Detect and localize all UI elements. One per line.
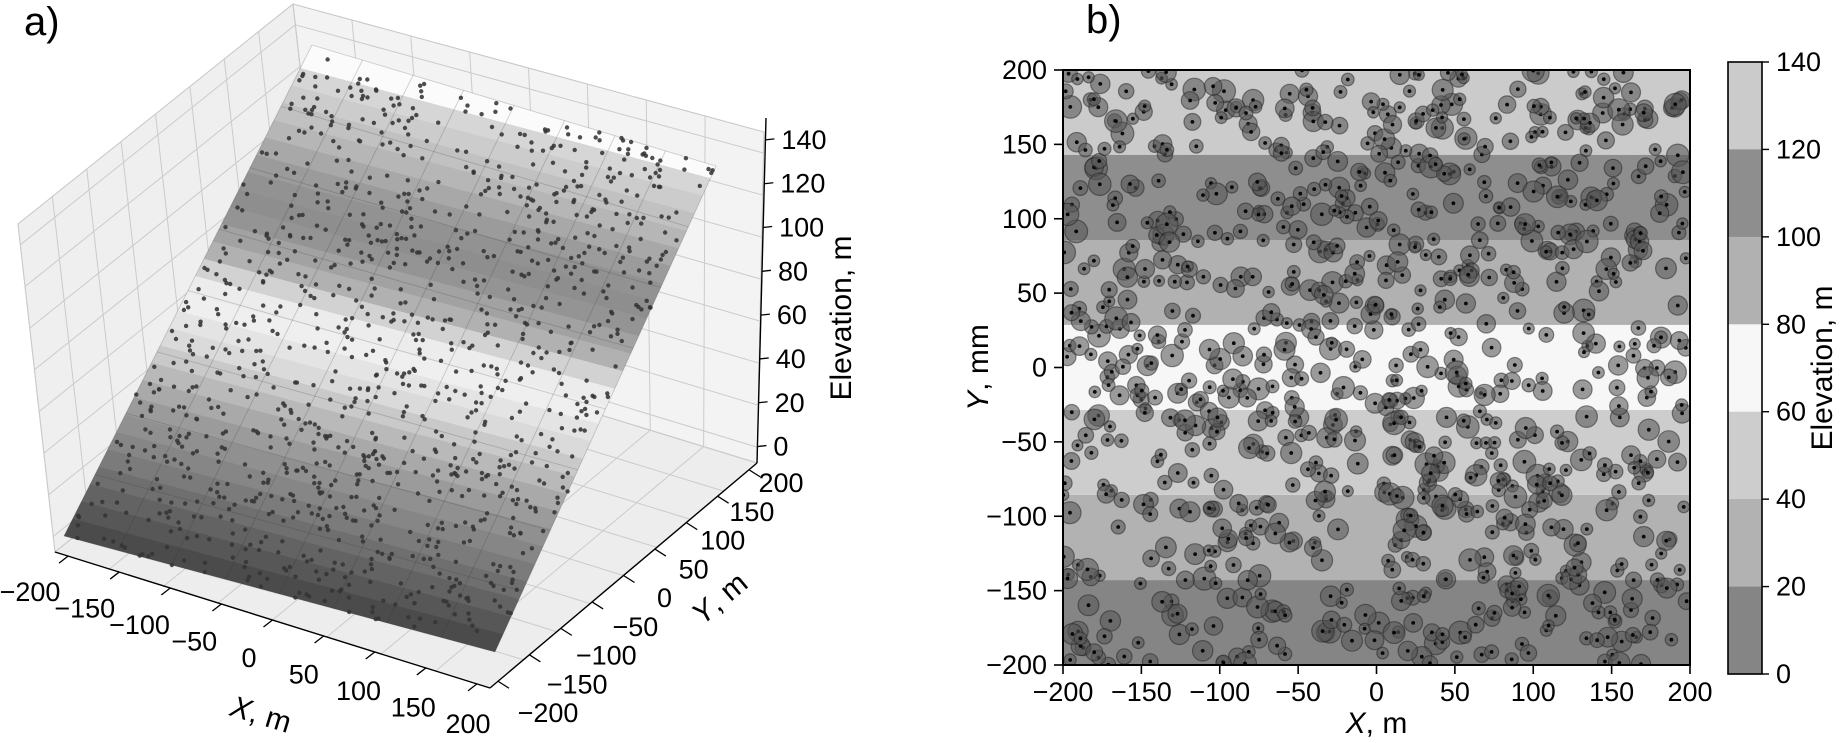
x-tick-label: 200	[1667, 677, 1712, 707]
x-tick-label: 200	[445, 709, 490, 739]
tick-labels: −200 −150 −100 −50 0 50 100 150 200 200 150 100 50 0 −…	[986, 55, 1712, 707]
x-axis-title: X, m	[1345, 707, 1408, 740]
y-tick-label: −50	[1001, 427, 1047, 457]
y-tick-label: 100	[1002, 204, 1047, 234]
y-tick-label: 150	[1002, 129, 1047, 159]
x-tick-label: 150	[1589, 677, 1634, 707]
x-tick-label: 0	[241, 643, 256, 673]
x-tick-label: −100	[1189, 677, 1250, 707]
x-axis-title: X, m	[226, 690, 296, 740]
y-tick-label: −100	[986, 501, 1047, 531]
surface-scatter-points	[75, 57, 715, 634]
panel-b-map-view-scatter-plot: −200 −150 −100 −50 0 50 100 150 200200150100500−…	[962, 47, 1839, 740]
panel-b-label: b)	[1086, 0, 1122, 42]
colorbar-tick-label: 20	[1776, 572, 1806, 602]
y-tick-label: 0	[657, 583, 672, 613]
x-tick-label: 150	[391, 693, 436, 723]
colorbar-title: Elevation, m	[1806, 285, 1839, 450]
z-tick-label: 60	[777, 300, 807, 330]
panel-a-label: a)	[24, 0, 60, 44]
tick-marks	[58, 138, 775, 692]
y-tick-label: −200	[986, 650, 1047, 680]
y-tick-label: 200	[758, 468, 803, 498]
y-axis-title: Y, mm	[962, 324, 995, 411]
colorbar: 140 120 100 80 60 40 20 0	[1727, 47, 1821, 689]
z-tick-label: 120	[780, 169, 825, 199]
x-tick-label: 50	[289, 660, 319, 690]
y-tick-label: −200	[518, 698, 579, 728]
z-tick-label: 100	[779, 213, 824, 243]
y-tick-label: −50	[612, 612, 658, 642]
x-tick-label: −200	[0, 577, 60, 607]
z-tick-label: 0	[773, 432, 788, 462]
y-tick-label: 50	[679, 554, 709, 584]
x-tick-label: −200	[1033, 677, 1094, 707]
x-tick-label: −100	[109, 610, 170, 640]
y-tick-label: 50	[1017, 278, 1047, 308]
x-tick-label: 100	[1511, 677, 1556, 707]
colorbar-tick-label: 80	[1776, 309, 1806, 339]
colorbar-tick-label: 140	[1776, 47, 1821, 77]
y-tick-label: 200	[1002, 55, 1047, 85]
x-tick-label: 0	[1369, 677, 1384, 707]
y-tick-label: −150	[986, 576, 1047, 606]
y-tick-label: −100	[576, 641, 637, 671]
y-tick-label: −150	[547, 669, 608, 699]
elevation-surface	[64, 45, 716, 652]
x-tick-label: −50	[1275, 677, 1321, 707]
z-tick-label: 20	[775, 388, 805, 418]
y-tick-label: 100	[700, 526, 745, 556]
z-tick-label: 140	[781, 125, 826, 155]
x-tick-label: −50	[171, 627, 217, 657]
z-tick-label: 80	[778, 256, 808, 286]
x-tick-label: −150	[1111, 677, 1172, 707]
colorbar-tick-label: 100	[1776, 222, 1821, 252]
x-tick-label: 50	[1440, 677, 1470, 707]
z-axis-title: Elevation, m	[825, 235, 858, 400]
x-tick-label: −150	[54, 594, 115, 624]
sample-bubbles	[1063, 70, 1690, 665]
colorbar-tick-label: 0	[1776, 659, 1791, 689]
colorbar-tick-label: 40	[1776, 484, 1806, 514]
colorbar-tick-label: 60	[1776, 397, 1806, 427]
tick-marks	[1054, 69, 1691, 674]
z-tick-label: 40	[776, 344, 806, 374]
colorbar-tick-label: 120	[1776, 134, 1821, 164]
y-tick-label: 0	[1032, 353, 1047, 383]
x-tick-label: 100	[336, 676, 381, 706]
y-tick-label: 150	[729, 497, 774, 527]
